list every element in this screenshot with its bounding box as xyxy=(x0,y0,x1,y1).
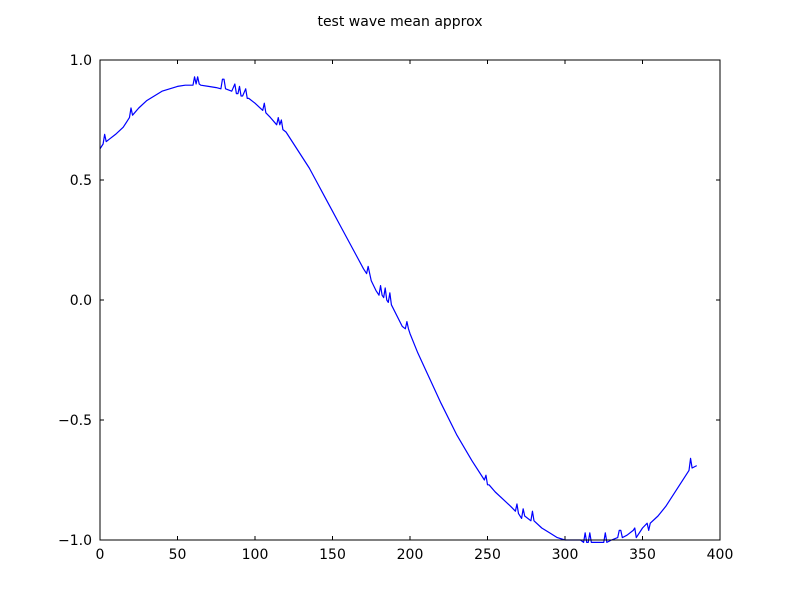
plot-frame xyxy=(99,59,721,541)
axis-ticks: 0 50 100 150 200 250 300 350 400 −1.0 −0.5 0.0 0.5 1.… xyxy=(58,53,733,563)
x-tick-label: 150 xyxy=(319,547,346,563)
x-tick-label: 250 xyxy=(474,547,501,563)
x-tick-label: 350 xyxy=(629,547,656,563)
chart-title: test wave mean approx xyxy=(317,14,482,30)
y-tick-label: 1.0 xyxy=(70,53,92,69)
series-line xyxy=(99,76,698,544)
y-tick-label: −0.5 xyxy=(58,413,92,429)
x-tick-label: 400 xyxy=(707,547,734,563)
x-tick-label: 100 xyxy=(242,547,269,563)
y-tick-label: −1.0 xyxy=(58,533,92,549)
x-tick-label: 200 xyxy=(397,547,424,563)
y-tick-label: 0.5 xyxy=(70,173,92,189)
x-tick-label: 0 xyxy=(96,547,105,563)
plot-area xyxy=(100,60,720,540)
x-tick-label: 300 xyxy=(552,547,579,563)
y-tick-label: 0.0 xyxy=(70,293,92,309)
x-tick-label: 50 xyxy=(169,547,187,563)
series-group xyxy=(99,76,698,544)
